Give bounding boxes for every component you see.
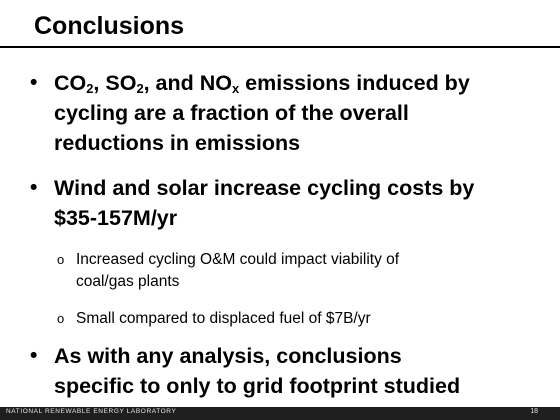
sub-bullet-displaced-fuel-line-1: Small compared to displaced fuel of $7B/…	[76, 310, 371, 327]
bullet-analysis-scope-line-2: specific to only to grid footprint studi…	[54, 374, 461, 398]
bullet-emissions-line-2: cycling are a fraction of the overall	[54, 101, 409, 125]
sub-bullet-icon: o	[57, 252, 65, 267]
footer-bar: NATIONAL RENEWABLE ENERGY LABORATORY 18	[0, 407, 560, 420]
bullet-icon: •	[30, 176, 38, 199]
footer-organization: NATIONAL RENEWABLE ENERGY LABORATORY	[6, 408, 177, 415]
sub-bullet-viability-line-1: Increased cycling O&M could impact viabi…	[76, 251, 400, 268]
slide-title: Conclusions	[34, 12, 185, 40]
bullet-icon: •	[30, 344, 38, 367]
bullet-cycling-costs-line-2: $35-157M/yr	[54, 206, 178, 230]
bullet-icon: •	[30, 71, 38, 94]
title-divider	[0, 46, 560, 48]
page-number: 18	[530, 408, 538, 415]
bullet-emissions-line-1: CO2, SO2, and NOx emissions induced by	[54, 71, 470, 96]
bullet-emissions-line-3: reductions in emissions	[54, 131, 301, 155]
bullet-analysis-scope-line-1: As with any analysis, conclusions	[54, 344, 402, 368]
sub-bullet-icon: o	[57, 311, 65, 326]
bullet-cycling-costs-line-1: Wind and solar increase cycling costs by	[54, 176, 475, 200]
sub-bullet-viability-line-2: coal/gas plants	[76, 273, 180, 290]
